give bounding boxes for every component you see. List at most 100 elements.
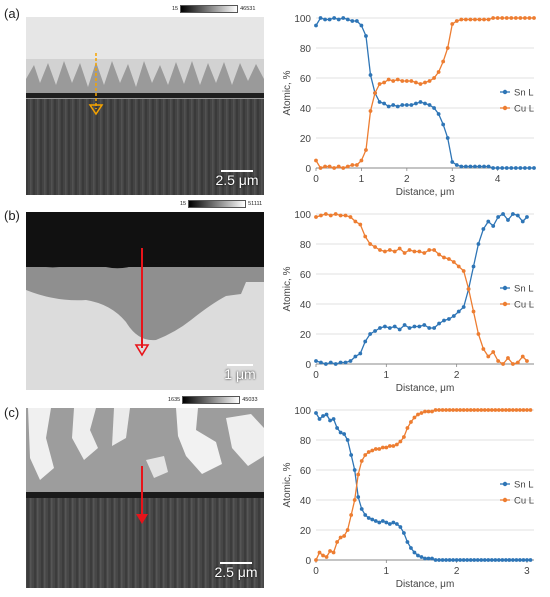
y-tick-label: 100 — [294, 210, 311, 221]
data-point — [459, 164, 464, 169]
data-point — [384, 445, 389, 450]
data-point — [352, 468, 357, 472]
sem-micrograph — [26, 17, 264, 195]
data-point — [482, 408, 487, 412]
data-point — [445, 46, 450, 50]
data-point — [437, 408, 441, 412]
data-point — [479, 558, 484, 562]
data-point — [345, 17, 350, 22]
data-point — [486, 17, 491, 22]
x-tick-label: 0 — [313, 174, 319, 185]
data-point — [384, 520, 389, 525]
data-point — [432, 248, 437, 252]
data-point — [503, 558, 508, 562]
data-point — [426, 556, 431, 561]
data-point — [436, 70, 441, 74]
data-point — [387, 248, 392, 252]
legend-entry: Cu L — [514, 300, 534, 311]
data-point — [482, 558, 487, 562]
data-point — [314, 23, 318, 28]
data-point — [496, 359, 501, 363]
data-point — [352, 498, 357, 502]
data-point — [491, 224, 496, 228]
data-point — [458, 558, 463, 562]
data-point — [525, 359, 529, 363]
legend-entry: Sn L — [514, 480, 534, 491]
y-tick-label: 20 — [300, 526, 312, 537]
data-point — [345, 528, 350, 532]
line-chart-a: 0 20 40 60 80 100 0 1 2 3 4 Distance, μm Atomic, % Sn… — [278, 2, 550, 205]
data-point — [377, 100, 382, 104]
data-point — [418, 100, 423, 104]
data-point — [501, 212, 505, 216]
data-point — [442, 255, 446, 260]
legend-swatch-marker — [502, 89, 508, 95]
data-point — [493, 558, 498, 562]
data-point — [348, 215, 353, 219]
data-point — [345, 164, 350, 169]
data-point — [363, 339, 368, 344]
data-point — [479, 408, 484, 412]
data-point — [353, 354, 358, 359]
data-point — [358, 351, 363, 356]
data-point — [332, 166, 337, 170]
data-point — [520, 354, 525, 359]
data-point — [419, 411, 424, 415]
data-point — [395, 104, 400, 109]
data-point — [353, 219, 358, 224]
data-point — [427, 248, 432, 252]
line-chart-b: 0 20 40 60 80 100 0 1 2 Distance, μm Atomic, % Sn L… — [278, 198, 550, 401]
data-point — [323, 362, 328, 366]
data-point — [370, 517, 375, 522]
data-point — [327, 164, 332, 169]
data-point — [489, 408, 494, 412]
data-point — [527, 166, 532, 170]
data-point — [333, 362, 338, 366]
data-point — [394, 522, 399, 526]
data-point — [402, 531, 406, 535]
data-point — [363, 513, 368, 517]
intensity-colorbar: 15 46531 — [172, 5, 255, 13]
data-point — [354, 163, 359, 167]
x-tick-label: 0 — [313, 566, 319, 577]
data-point — [324, 412, 329, 417]
data-point — [370, 448, 375, 453]
data-point — [511, 408, 515, 412]
data-point — [528, 408, 533, 412]
data-point — [509, 16, 514, 20]
x-tick-label: 3 — [524, 566, 530, 577]
colorbar-gradient — [182, 396, 241, 404]
x-tick-label: 2 — [454, 370, 460, 381]
data-point — [437, 558, 441, 562]
data-point — [335, 540, 339, 544]
data-point — [444, 558, 448, 562]
data-point — [392, 249, 397, 254]
data-point — [378, 248, 382, 252]
data-point — [440, 408, 445, 412]
data-point — [317, 550, 322, 555]
data-point — [472, 408, 477, 412]
data-point — [386, 77, 391, 82]
data-point — [506, 218, 510, 222]
data-point — [377, 447, 382, 451]
colorbar-min: 15 — [172, 6, 179, 12]
data-point — [342, 432, 347, 436]
y-axis-label: Atomic, % — [282, 70, 293, 115]
data-point — [493, 408, 498, 412]
data-point — [328, 418, 332, 423]
series-line-cu-l — [315, 409, 531, 561]
intensity-colorbar: 1635 45033 — [168, 396, 258, 404]
data-point — [404, 79, 409, 83]
data-point — [402, 323, 407, 327]
data-point — [359, 507, 364, 511]
legend-entry: Sn L — [514, 88, 534, 99]
data-point — [328, 549, 332, 553]
data-point — [383, 324, 387, 329]
data-point — [471, 264, 476, 269]
legend-entry: Cu L — [514, 496, 534, 507]
colorbar-gradient — [180, 5, 239, 13]
data-point — [456, 309, 461, 314]
sem-micrograph — [26, 212, 264, 390]
data-point — [327, 17, 332, 22]
data-point — [321, 553, 325, 558]
